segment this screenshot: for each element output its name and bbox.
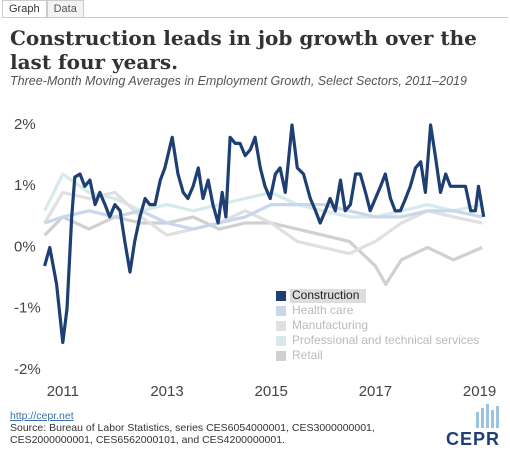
link[interactable]: http://cepr.net — [10, 410, 74, 422]
series-line — [43, 172, 483, 219]
legend-swatch — [276, 351, 286, 361]
y-tick-label: -1% — [14, 300, 41, 317]
legend-item[interactable]: Manufacturing — [276, 318, 368, 332]
legend-item[interactable]: Retail — [276, 348, 323, 362]
legend-item[interactable]: Health care — [276, 303, 354, 317]
chart-subtitle: Three-Month Moving Averages in Employmen… — [10, 74, 467, 88]
legend-swatch — [276, 306, 286, 316]
tabs: Graph Data — [2, 0, 508, 18]
legend-label: Construction — [292, 288, 359, 302]
y-tick-label: 0% — [14, 238, 36, 255]
x-tick-label: 2011 — [47, 383, 79, 400]
chart-title: Construction leads in job growth over th… — [10, 26, 477, 74]
x-tick-label: 2015 — [255, 383, 288, 400]
tab[interactable]: Data — [46, 0, 84, 17]
y-tick-label: 1% — [14, 177, 36, 194]
y-tick-label: 2% — [14, 116, 36, 133]
series-line — [43, 215, 483, 286]
footer: http://cepr.net Source: Bureau of Labor … — [10, 410, 375, 446]
legend-item[interactable]: Construction — [276, 288, 366, 303]
legend-highlight — [290, 289, 366, 303]
legend-label: Retail — [292, 348, 323, 362]
legend-swatch — [276, 336, 286, 346]
logo-bars — [476, 404, 499, 428]
y-tick-label: -2% — [14, 361, 41, 378]
legend-swatch — [276, 321, 286, 331]
legend-swatch — [276, 291, 286, 301]
source-line: CES2000000001, CES6562000101, and CES420… — [10, 434, 285, 446]
legend-item[interactable]: Professional and technical services — [276, 333, 479, 347]
series-line — [43, 190, 483, 256]
source-line: Source: Bureau of Labor Statistics, seri… — [10, 422, 375, 434]
x-tick-label: 2013 — [150, 383, 183, 400]
legend-label: Health care — [292, 303, 354, 317]
legend-label: Professional and technical services — [292, 333, 479, 347]
x-tick-label: 2017 — [359, 383, 392, 400]
x-tick-label: 2019 — [463, 383, 496, 400]
legend-label: Manufacturing — [292, 318, 368, 332]
series-line — [43, 123, 486, 344]
tab[interactable]: Graph — [2, 0, 47, 17]
logo: CEPR — [445, 429, 500, 449]
